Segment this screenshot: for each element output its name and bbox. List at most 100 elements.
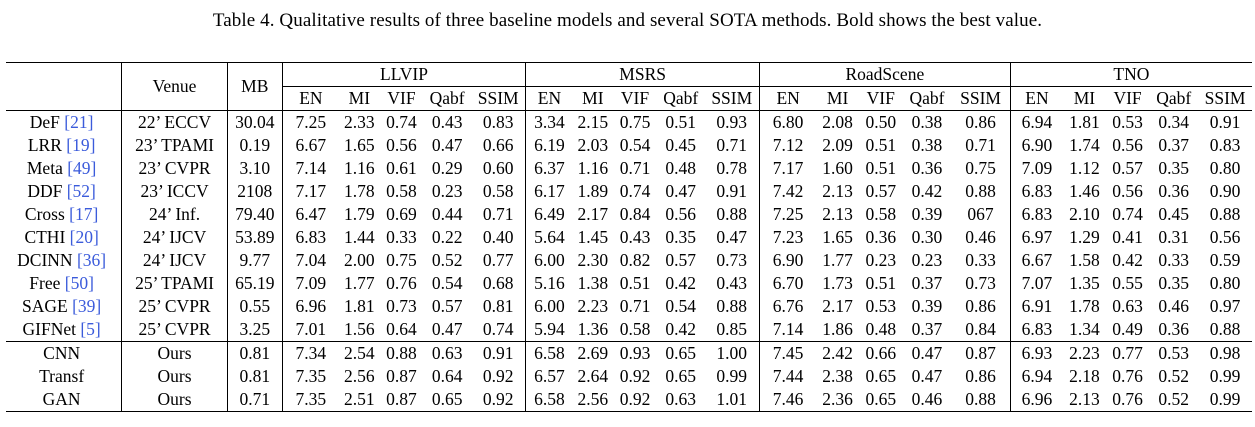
venue-cell: 23’ CVPR — [121, 157, 228, 180]
value-cell: 0.65 — [858, 388, 903, 412]
citation-link[interactable]: [21] — [64, 112, 94, 132]
value-cell: 7.46 — [758, 388, 817, 412]
value-cell: 0.74 — [619, 181, 651, 201]
metric-header-vif: VIF — [866, 88, 895, 108]
citation-link[interactable]: [36] — [76, 250, 107, 270]
value-cell: 6.67 — [1009, 249, 1064, 272]
metric-header-qabf: Qabf — [1156, 88, 1192, 108]
method-cell: GIFNet [5] — [22, 319, 101, 339]
value-cell: 0.53 — [1105, 110, 1150, 134]
table-caption: Table 4. Qualitative results of three ba… — [212, 10, 1043, 31]
citation-link[interactable]: [17] — [69, 204, 99, 224]
table-row: DeF [21] 22’ ECCV 30.04 7.25 2.33 0.74 0.43 0.8… — [6, 110, 1252, 134]
value-cell: 0.81 — [482, 296, 514, 316]
value-cell: 067 — [967, 204, 994, 224]
value-cell: 0.51 — [865, 273, 897, 293]
value-cell: 0.71 — [716, 135, 748, 155]
mb-cell: 53.89 — [226, 226, 283, 249]
value-cell: 2.30 — [577, 250, 609, 270]
value-cell: 7.35 — [281, 388, 340, 412]
method-cell: DeF [21] — [6, 110, 122, 134]
metric-header-mi: MI — [348, 88, 371, 108]
value-cell: 2.03 — [577, 135, 609, 155]
value-cell: 0.76 — [386, 273, 417, 293]
method-cell: DDF [52] — [27, 181, 96, 201]
value-cell: 0.88 — [965, 181, 996, 201]
value-cell: 1.38 — [577, 273, 609, 293]
results-body: DeF [21] 22’ ECCV 30.04 7.25 2.33 0.74 0.43 0.8… — [6, 110, 1252, 412]
value-cell: 0.37 — [911, 273, 943, 293]
value-cell: 0.33 — [965, 250, 996, 270]
value-cell: 0.35 — [1158, 273, 1190, 293]
venue-cell: 24’ IJCV — [121, 249, 228, 272]
value-cell: 2.10 — [1069, 204, 1100, 224]
value-cell: 0.42 — [665, 273, 696, 293]
value-cell: 0.87 — [386, 366, 417, 386]
value-cell: 0.82 — [619, 250, 651, 270]
value-cell: 0.60 — [482, 158, 514, 178]
value-cell: 1.29 — [1069, 227, 1100, 247]
value-cell: 0.80 — [1209, 273, 1241, 293]
value-cell: 1.36 — [577, 319, 609, 339]
value-cell: 2.33 — [339, 110, 380, 134]
value-cell: 1.46 — [1069, 181, 1100, 201]
value-cell: 6.58 — [525, 341, 573, 365]
value-cell: 7.14 — [281, 157, 340, 180]
metric-header-mi: MI — [826, 88, 849, 108]
value-cell: 2.51 — [339, 388, 380, 412]
value-cell: 6.76 — [758, 295, 817, 318]
value-cell: 6.94 — [1009, 365, 1064, 388]
citation-link[interactable]: [49] — [67, 158, 97, 178]
citation-link[interactable]: [5] — [80, 319, 101, 339]
value-cell: 6.00 — [525, 249, 573, 272]
value-cell: 1.65 — [344, 135, 375, 155]
citation-link[interactable]: [50] — [64, 273, 94, 293]
value-cell: 6.19 — [525, 134, 573, 157]
value-cell: 6.17 — [525, 180, 573, 203]
value-cell: 0.55 — [1112, 273, 1143, 293]
value-cell: 2.56 — [572, 388, 614, 412]
venue-cell: Ours — [121, 388, 228, 412]
value-cell: 0.48 — [865, 319, 897, 339]
value-cell: 0.35 — [1158, 158, 1190, 178]
value-cell: 7.12 — [758, 134, 817, 157]
citation-link[interactable]: [39] — [72, 296, 102, 316]
value-cell: 0.57 — [431, 296, 463, 316]
venue-cell: 23’ TPAMI — [121, 134, 228, 157]
value-cell: 0.65 — [865, 366, 897, 386]
citation-link[interactable]: [19] — [66, 135, 96, 155]
value-cell: 0.92 — [619, 366, 651, 386]
value-cell: 0.31 — [1158, 227, 1190, 247]
value-cell: 0.99 — [1209, 366, 1241, 386]
value-cell: 0.88 — [951, 388, 1011, 412]
citation-link[interactable]: [20] — [69, 227, 99, 247]
mb-cell: 0.81 — [226, 365, 283, 388]
value-cell: 0.88 — [716, 204, 748, 224]
value-cell: 0.41 — [1112, 227, 1143, 247]
value-cell: 0.56 — [1112, 135, 1143, 155]
mb-cell: 3.25 — [226, 318, 283, 342]
value-cell: 6.83 — [1009, 180, 1064, 203]
value-cell: 0.46 — [965, 227, 996, 247]
value-cell: 2.15 — [572, 110, 614, 134]
value-cell: 1.58 — [1069, 250, 1100, 270]
value-cell: 0.63 — [656, 388, 705, 412]
metric-header-en: EN — [758, 86, 817, 111]
value-cell: 1.56 — [344, 319, 375, 339]
value-cell: 0.29 — [431, 158, 463, 178]
value-cell: 0.56 — [1209, 227, 1241, 247]
value-cell: 1.78 — [344, 181, 375, 201]
venue-cell: 25’ CVPR — [121, 295, 228, 318]
citation-link[interactable]: [52] — [66, 181, 96, 201]
value-cell: 0.73 — [716, 250, 748, 270]
value-cell: 6.91 — [1009, 295, 1064, 318]
venue-header: Venue — [121, 62, 228, 111]
value-cell: 0.43 — [619, 227, 651, 247]
value-cell: 0.85 — [716, 319, 748, 339]
metric-header-row: EN MI VIF Qabf SSIM EN MI VIF Qabf SSIM EN MI VIF Qab… — [6, 86, 1252, 111]
value-cell: 0.65 — [656, 341, 705, 365]
mb-cell: 9.77 — [226, 249, 283, 272]
value-cell: 3.34 — [525, 110, 573, 134]
value-cell: 0.51 — [656, 110, 705, 134]
mb-header: MB — [226, 62, 283, 111]
